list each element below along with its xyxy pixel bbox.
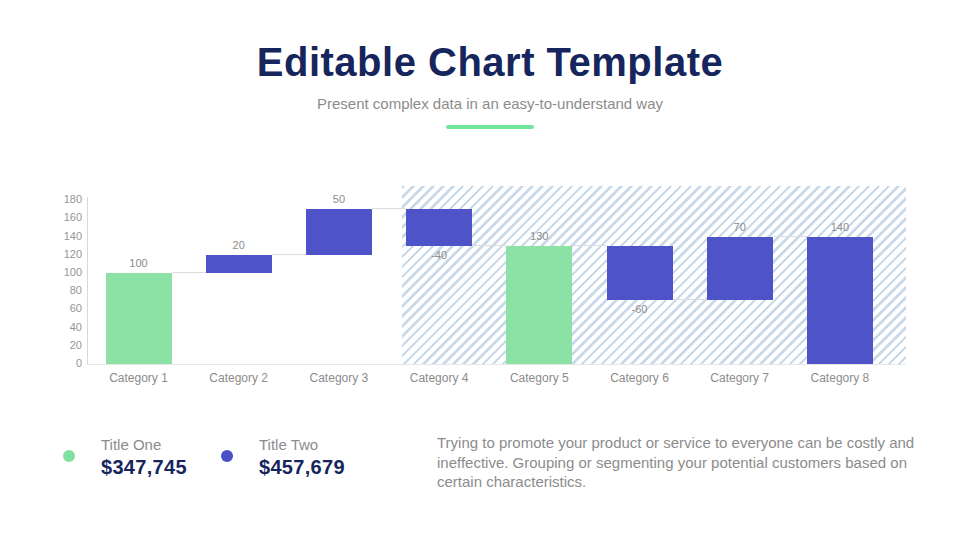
bar-value-label: 100 <box>109 257 169 270</box>
legend-dot-green <box>63 450 75 462</box>
bar-value-label: 140 <box>810 221 870 234</box>
legend-item: Title Two $457,679 <box>259 436 345 479</box>
x-axis-category-label: Category 5 <box>487 371 591 385</box>
y-axis-line <box>87 197 88 364</box>
x-axis-category-label: Category 1 <box>87 371 191 385</box>
connector-line <box>272 254 306 255</box>
bar-value-label: 70 <box>710 221 770 234</box>
x-axis-category-label: Category 8 <box>788 371 892 385</box>
connector-line <box>372 208 406 209</box>
connector-line <box>572 245 606 246</box>
slide-canvas: Editable Chart Template Present complex … <box>0 0 980 547</box>
bar-value-label: 50 <box>309 193 369 206</box>
description-text: Trying to promote your product or servic… <box>437 433 935 492</box>
legend-label: Title Two <box>259 436 345 453</box>
bar-value-label: -40 <box>409 249 469 262</box>
connector-line <box>673 299 707 300</box>
bar-category-8 <box>807 237 873 364</box>
legend-value: $457,679 <box>259 456 345 479</box>
connector-line <box>172 272 206 273</box>
y-axis-tick-label: 140 <box>40 230 82 243</box>
legend-dot-blue <box>221 450 233 462</box>
bar-category-3 <box>306 209 372 255</box>
bar-category-4 <box>406 209 472 245</box>
connector-line <box>472 245 506 246</box>
x-axis-category-label: Category 7 <box>688 371 792 385</box>
bar-category-7 <box>707 237 773 301</box>
y-axis-tick-label: 180 <box>40 193 82 206</box>
y-axis-tick-label: 0 <box>40 357 82 370</box>
x-axis-category-label: Category 4 <box>387 371 491 385</box>
bar-category-6 <box>607 246 673 301</box>
x-axis-category-label: Category 2 <box>187 371 291 385</box>
y-axis-tick-label: 160 <box>40 211 82 224</box>
bar-value-label: -60 <box>610 303 670 316</box>
bar-value-label: 20 <box>209 239 269 252</box>
x-axis-line <box>87 364 906 365</box>
y-axis-tick-label: 60 <box>40 302 82 315</box>
bar-category-2 <box>206 255 272 273</box>
x-axis-category-label: Category 6 <box>588 371 692 385</box>
y-axis-tick-label: 20 <box>40 339 82 352</box>
legend-value: $347,745 <box>101 456 187 479</box>
legend-label: Title One <box>101 436 187 453</box>
bar-category-5 <box>506 246 572 364</box>
bar-category-1 <box>106 273 172 364</box>
connector-line <box>773 236 807 237</box>
y-axis-tick-label: 120 <box>40 248 82 261</box>
legend-item: Title One $347,745 <box>101 436 187 479</box>
y-axis-tick-label: 40 <box>40 321 82 334</box>
bar-value-label: 130 <box>509 230 569 243</box>
y-axis-tick-label: 100 <box>40 266 82 279</box>
y-axis-tick-label: 80 <box>40 284 82 297</box>
x-axis-category-label: Category 3 <box>287 371 391 385</box>
